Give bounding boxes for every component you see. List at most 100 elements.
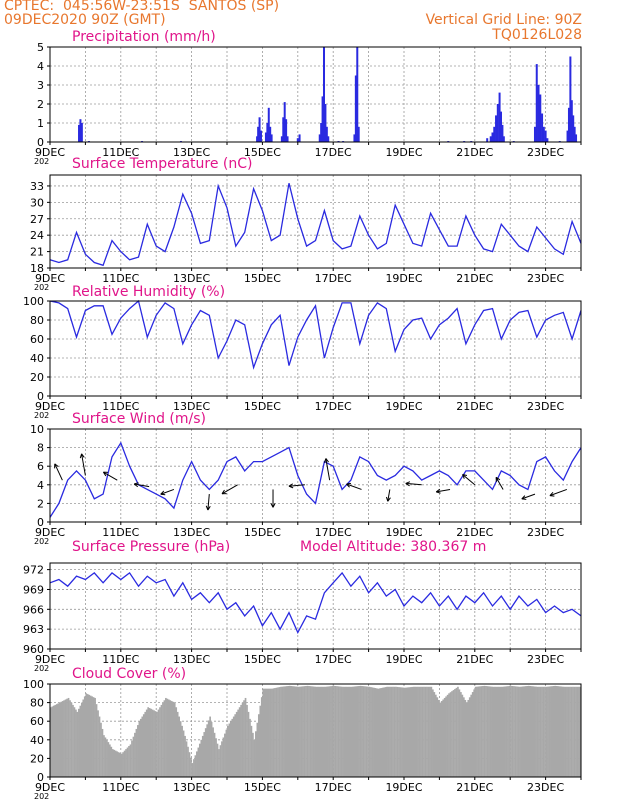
x-year-stub: 202 <box>34 157 49 166</box>
cloud-bar <box>100 722 102 777</box>
series-line <box>49 183 582 267</box>
precip-bar <box>267 107 270 142</box>
cloud-bar <box>297 686 300 777</box>
cloud-bar <box>314 686 316 777</box>
cloud-bar <box>300 686 303 777</box>
cloud-bar <box>312 686 315 777</box>
precip-bar <box>80 123 83 142</box>
precip-bar <box>501 124 504 142</box>
precip-bar <box>573 126 576 142</box>
cloud-bar <box>570 686 573 777</box>
cloud-bar <box>516 686 518 777</box>
cloud-bar <box>333 685 335 777</box>
y-tick-label: 2 <box>37 497 44 510</box>
cloud-bar <box>352 686 355 777</box>
y-tick-label: 18 <box>30 262 44 275</box>
cloud-bar <box>69 700 71 777</box>
cloud-bar <box>406 687 409 777</box>
cloud-bar <box>343 686 346 777</box>
y-tick-label: 2 <box>37 98 44 111</box>
cloud-bar <box>440 701 443 777</box>
wind-vector <box>221 484 238 495</box>
cloud-bar <box>274 688 276 777</box>
x-year-stub: 202 <box>34 537 49 546</box>
cloud-bar <box>316 686 319 777</box>
x-tick-label: 19DEC <box>385 653 422 666</box>
cloud-bar <box>492 686 495 777</box>
cloud-bar <box>547 686 549 777</box>
wind-vector-head <box>133 483 139 488</box>
cloud-bar <box>504 686 506 777</box>
cloud-bar <box>486 686 489 777</box>
cloud-bar <box>181 725 183 777</box>
wind-vector-shaft <box>387 489 391 502</box>
cloud-bar <box>432 689 434 777</box>
series-line <box>49 441 582 518</box>
cloud-bar <box>70 702 73 777</box>
cloud-bar <box>117 752 120 777</box>
cloud-bar <box>78 708 80 777</box>
cloud-bar <box>418 686 421 777</box>
cloud-bar <box>153 710 155 777</box>
y-tick-label: 24 <box>30 229 44 242</box>
cloud-bar <box>73 707 76 777</box>
wind-vector <box>54 463 63 481</box>
cloud-bar <box>154 711 157 777</box>
precip-bar <box>321 96 324 142</box>
cloud-bar <box>460 692 462 777</box>
cloud-bar <box>97 710 99 777</box>
cloud-bar <box>281 686 284 777</box>
cloud-bar <box>358 686 360 777</box>
cloud-bar <box>263 688 266 777</box>
header-location: CPTEC: 045:56W-23:51S SANTOS (SP) <box>4 0 280 14</box>
cloud-bar <box>119 752 121 777</box>
cloud-bar <box>370 687 372 777</box>
cloud-bar <box>179 721 182 777</box>
cloud-bar <box>58 702 61 777</box>
cloud-bar <box>63 700 65 777</box>
cloud-bar <box>371 687 374 777</box>
cloud-bar <box>243 700 245 777</box>
cloud-bar <box>477 686 480 777</box>
y-tick-label: 0 <box>37 136 44 149</box>
x-tick-label: 21DEC <box>456 653 493 666</box>
x-year-stub: 202 <box>34 411 49 420</box>
cloud-bar <box>72 704 74 777</box>
cloud-bar <box>476 686 478 777</box>
wind-vector-shaft <box>436 488 451 493</box>
cloud-bar <box>311 686 313 777</box>
wind-vector-shaft <box>346 483 362 490</box>
cloud-bar <box>290 686 293 777</box>
cloud-bar <box>409 687 412 777</box>
precip-bar <box>258 117 261 142</box>
cloud-bar <box>322 686 325 777</box>
cloud-bar <box>134 732 136 777</box>
cloud-bar <box>128 746 130 777</box>
wind-vector-head <box>79 453 83 459</box>
cloud-bar <box>572 686 574 777</box>
cloud-bar <box>209 716 211 777</box>
cloud-bar <box>88 694 91 777</box>
y-tick-label: 0 <box>37 390 44 403</box>
cloud-bar <box>404 687 406 777</box>
cloud-bar <box>564 686 567 777</box>
x-tick-label: 23DEC <box>527 146 564 159</box>
cloud-bar <box>306 685 309 777</box>
cloud-bar <box>104 737 107 777</box>
cloud-bar <box>414 686 416 777</box>
cloud-bar <box>446 694 449 777</box>
precip-bar <box>537 85 540 142</box>
cloud-bar <box>302 686 304 777</box>
cloud-bar <box>305 686 307 777</box>
y-tick-label: 80 <box>30 314 44 327</box>
wind-vector-head <box>160 490 165 495</box>
x-tick-label: 21DEC <box>456 400 493 413</box>
cloud-bar <box>555 686 558 777</box>
cloud-bar <box>448 693 450 777</box>
cloud-bar <box>319 686 322 777</box>
cloud-bar <box>175 707 178 777</box>
cloud-bar <box>277 687 279 777</box>
cloud-bar <box>206 724 209 777</box>
cloud-bar <box>212 727 214 777</box>
